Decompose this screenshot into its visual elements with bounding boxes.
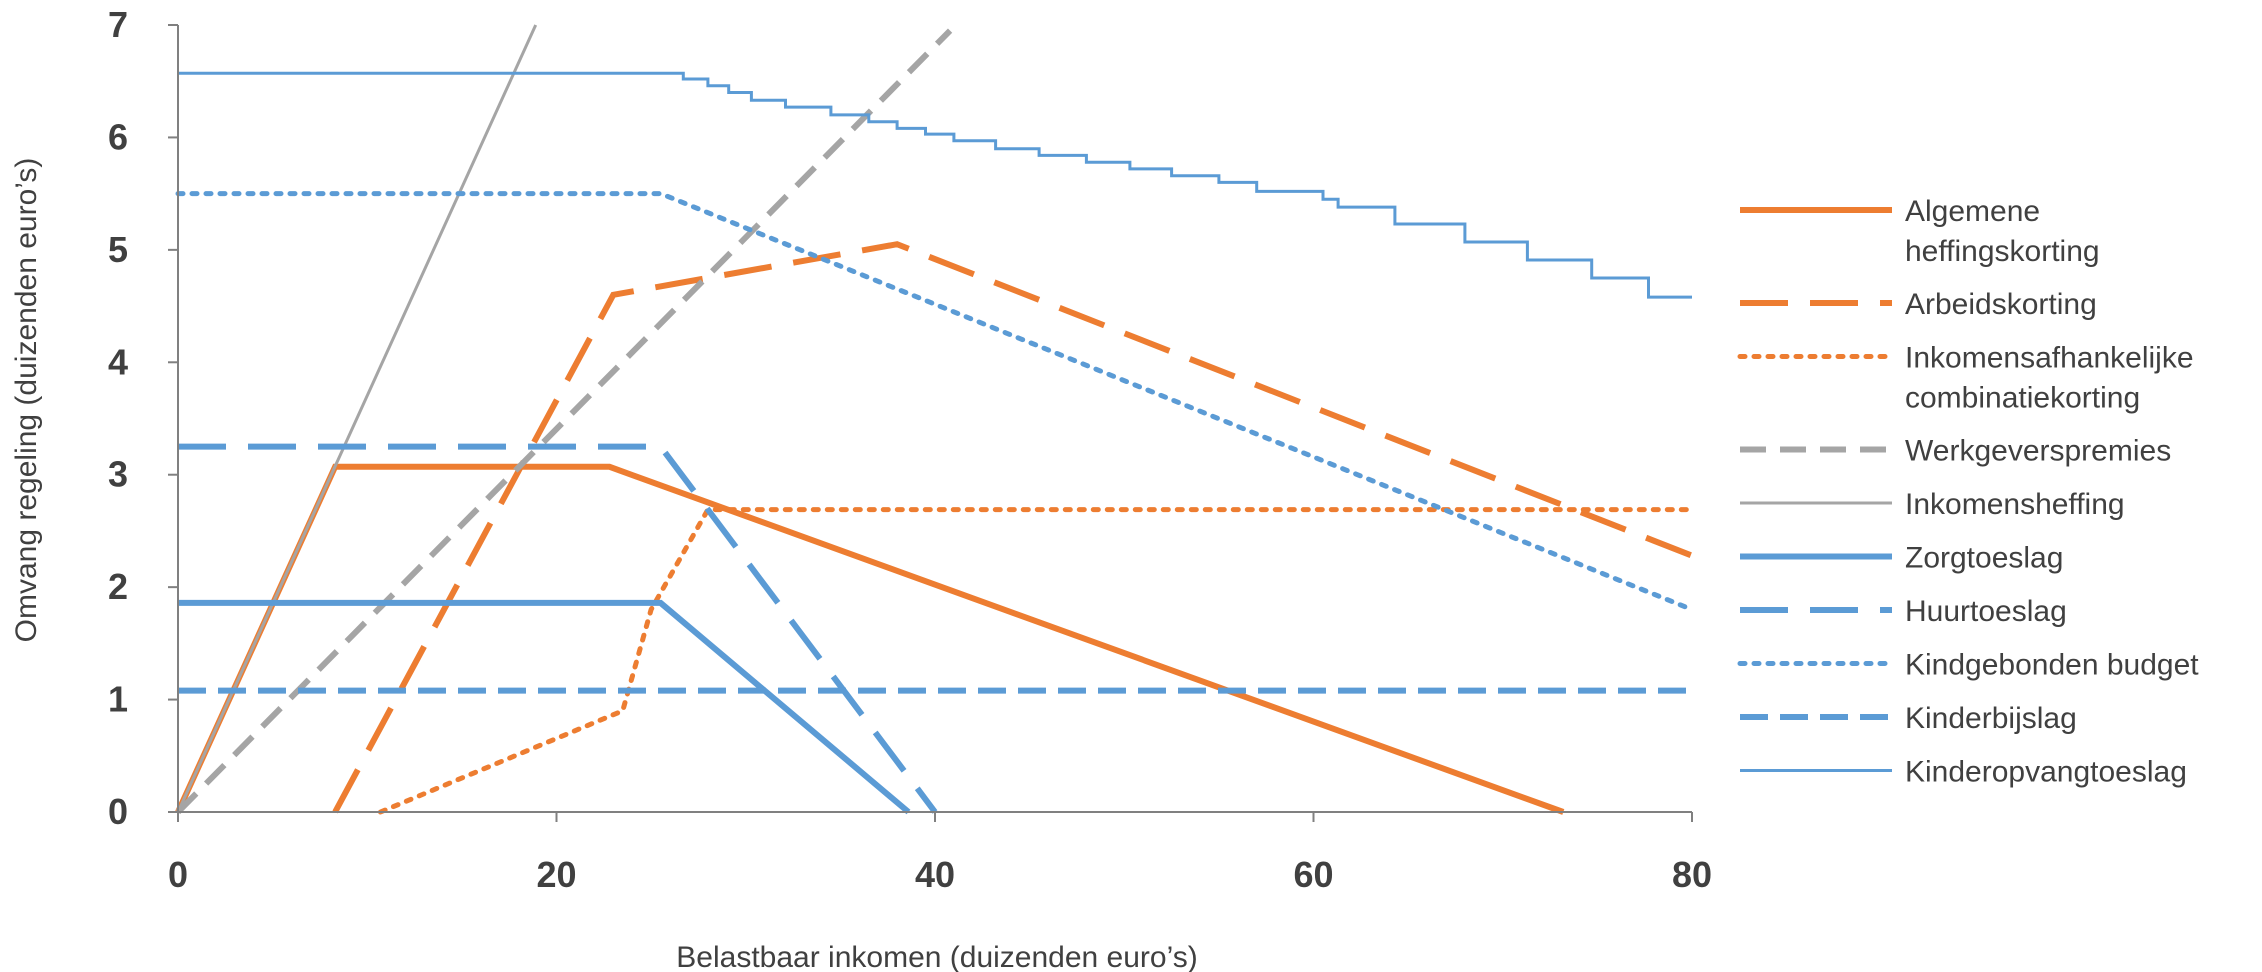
x-axis-ticks: 0 20 40 60 80 — [168, 812, 1712, 895]
y-axis-ticks: 0 1 2 3 4 5 6 7 — [108, 4, 178, 832]
series-line-zorgtoeslag — [178, 599, 911, 815]
legend-label: Zorgtoeslag — [1905, 542, 2063, 575]
legend-label: Huurtoeslag — [1905, 595, 2067, 628]
legend-item-zorgtoeslag: Zorgtoeslag — [1740, 542, 2063, 575]
legend-item-huurtoeslag: Huurtoeslag — [1740, 595, 2067, 628]
y-tick-label: 6 — [108, 116, 128, 157]
series-line-inkomensafhankelijke-combinatiekorting — [378, 507, 1695, 815]
series-line-werkgeverspremies — [175, 28, 953, 815]
legend-label: Kindgebonden budget — [1905, 649, 2199, 682]
legend-item-werkgeverspremies: Werkgeverspremies — [1740, 435, 2171, 468]
legend-label: Arbeidskorting — [1905, 288, 2097, 321]
y-tick-label: 7 — [108, 4, 128, 45]
series-lines — [175, 24, 1695, 815]
y-tick-label: 0 — [108, 791, 128, 832]
legend-label: Inkomensheffing — [1905, 488, 2125, 521]
legend-item-kinderopvangtoeslag: Kinderopvangtoeslag — [1740, 756, 2187, 789]
legend-item-kinderbijslag: Kinderbijslag — [1740, 702, 2077, 735]
plot-area: 0 1 2 3 4 5 6 7 0 20 40 60 80 — [108, 4, 1712, 895]
legend-item-inkomensheffing: Inkomensheffing — [1740, 488, 2125, 521]
series-line-huurtoeslag — [178, 443, 938, 814]
legend-item-inkomensafhankelijke-combinatiekorting: Inkomensafhankelijke combinatiekorting — [1737, 342, 2194, 415]
x-tick-label: 40 — [915, 854, 955, 895]
legend-label: combinatiekorting — [1905, 382, 2140, 415]
legend-label: Algemene — [1905, 195, 2040, 228]
x-tick-label: 60 — [1293, 854, 1333, 895]
legend-label: Inkomensafhankelijke — [1905, 342, 2194, 375]
series-line-algemene-heffingskorting — [175, 463, 1565, 815]
legend-label: Kinderbijslag — [1905, 702, 2077, 735]
legend-label: Kinderopvangtoeslag — [1905, 756, 2187, 789]
y-tick-label: 2 — [108, 566, 128, 607]
x-axis-title: Belastbaar inkomen (duizenden euro’s) — [676, 941, 1197, 972]
legend-item-algemene-heffingskorting: Algemene heffingskorting — [1740, 195, 2100, 268]
x-tick-label: 80 — [1672, 854, 1712, 895]
legend-item-kindgebonden-budget: Kindgebonden budget — [1737, 649, 2199, 682]
y-tick-label: 4 — [108, 341, 128, 382]
x-tick-label: 0 — [168, 854, 188, 895]
y-tick-label: 3 — [108, 454, 128, 495]
series-line-kindgebonden-budget — [175, 191, 1695, 613]
legend: Algemene heffingskorting Arbeidskorting Ink… — [1737, 195, 2199, 789]
legend-item-arbeidskorting: Arbeidskorting — [1740, 288, 2097, 321]
y-axis-title: Omvang regeling (duizenden euro’s) — [10, 158, 43, 643]
y-tick-label: 5 — [108, 229, 128, 270]
legend-label: heffingskorting — [1905, 235, 2100, 268]
y-tick-label: 1 — [108, 679, 128, 720]
x-tick-label: 20 — [536, 854, 576, 895]
series-line-arbeidskorting — [332, 241, 1694, 814]
series-line-kinderopvangtoeslag — [178, 71, 1692, 299]
series-line-inkomensheffing — [176, 24, 538, 813]
legend-label: Werkgeverspremies — [1905, 435, 2171, 468]
